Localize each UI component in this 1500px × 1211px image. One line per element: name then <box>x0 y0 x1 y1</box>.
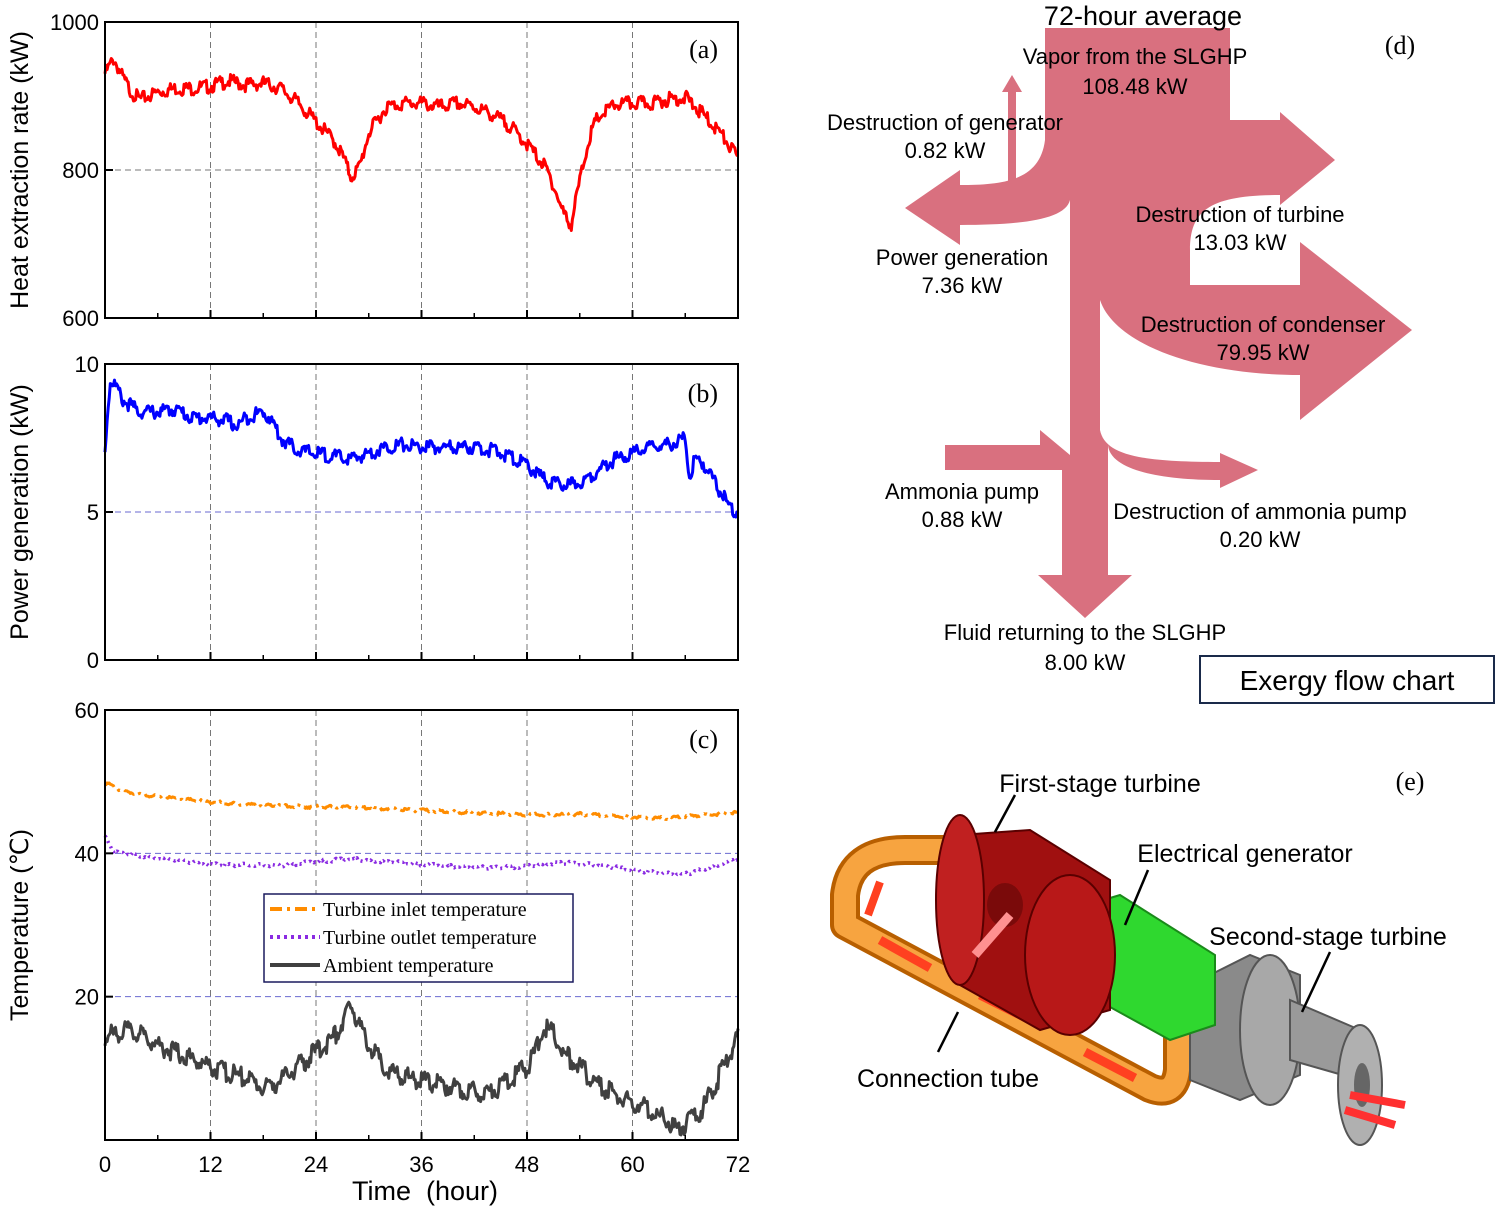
value-gen-destruction: 0.82 kW <box>905 138 986 163</box>
sankey-title: 72-hour average <box>1044 1 1242 31</box>
panel-c-legend: Turbine inlet temperature Turbine outlet… <box>264 894 573 982</box>
panel-b-grid <box>105 364 738 660</box>
x-tick-label: 12 <box>198 1152 222 1177</box>
legend-label-ambient: Ambient temperature <box>323 955 494 977</box>
x-tick-label: 36 <box>409 1152 433 1177</box>
label-returning: Fluid returning to the SLGHP <box>944 620 1226 645</box>
second-stage-turbine <box>1190 955 1405 1145</box>
label-pump-destruction: Destruction of ammonia pump <box>1113 499 1406 524</box>
leader-first-stage <box>995 795 1015 832</box>
panel-b-power-generation: 0 5 10 (b) Power generation (kW) <box>6 352 738 673</box>
label-power: Power generation <box>876 245 1048 270</box>
label-condenser-destruction: Destruction of condenser <box>1141 312 1386 337</box>
y-tick-label: 600 <box>62 306 99 331</box>
label-pump-in: Ammonia pump <box>885 479 1039 504</box>
panel-a-heat-extraction: 600 800 1000 (a) Heat extraction rate (kW) <box>6 10 738 331</box>
x-tick-label: 48 <box>515 1152 539 1177</box>
caption-text: Exergy flow chart <box>1240 665 1455 696</box>
label-vapor: Vapor from the SLGHP <box>1023 44 1248 69</box>
label-second-stage: Second-stage turbine <box>1209 923 1447 951</box>
panel-b-ylabel: Power generation (kW) <box>6 384 34 640</box>
value-pump-destruction: 0.20 kW <box>1220 527 1301 552</box>
legend-label-outlet: Turbine outlet temperature <box>323 927 537 949</box>
y-tick-label: 20 <box>75 985 99 1010</box>
y-tick-label: 60 <box>75 698 99 723</box>
x-tick-label: 60 <box>620 1152 644 1177</box>
value-returning: 8.00 kW <box>1045 650 1126 675</box>
label-tube: Connection tube <box>857 1065 1039 1093</box>
label-gen-destruction: Destruction of generator <box>827 110 1063 135</box>
y-tick-label: 10 <box>75 352 99 377</box>
value-pump-in: 0.88 kW <box>922 507 1003 532</box>
y-tick-label: 5 <box>87 500 99 525</box>
x-tick-label: 72 <box>726 1152 750 1177</box>
label-generator: Electrical generator <box>1137 840 1352 868</box>
turbine-panel-label: (e) <box>1396 767 1425 796</box>
label-turbine-destruction: Destruction of turbine <box>1135 202 1344 227</box>
leader-second-stage <box>1302 952 1330 1012</box>
value-vapor: 108.48 kW <box>1082 74 1187 99</box>
value-power: 7.36 kW <box>922 273 1003 298</box>
y-tick-label: 0 <box>87 648 99 673</box>
panel-a-label: (a) <box>689 35 718 64</box>
panel-e-turbine-illustration: (e) <box>845 767 1447 1145</box>
panel-d-exergy-sankey: 72-hour average (d) Vapor from the SLGHP… <box>827 1 1494 703</box>
y-tick-label: 40 <box>75 841 99 866</box>
x-tick-label: 24 <box>304 1152 328 1177</box>
value-turbine-destruction: 13.03 kW <box>1194 230 1287 255</box>
panel-b-label: (b) <box>688 379 718 408</box>
legend-label-inlet: Turbine inlet temperature <box>323 899 527 921</box>
leader-tube <box>938 1012 958 1052</box>
y-tick-label: 800 <box>62 158 99 183</box>
panel-a-ylabel: Heat extraction rate (kW) <box>6 31 34 309</box>
y-tick-label: 1000 <box>50 10 99 35</box>
label-first-stage: First-stage turbine <box>999 770 1200 798</box>
x-tick-label: 0 <box>99 1152 111 1177</box>
sankey-panel-label: (d) <box>1385 31 1415 60</box>
panel-c-ylabel: Temperature (℃) <box>6 829 34 1021</box>
value-condenser-destruction: 79.95 kW <box>1217 340 1310 365</box>
panel-c-label: (c) <box>689 725 718 754</box>
panel-a-grid <box>105 22 738 318</box>
panel-c-xlabel: Time (hour) <box>352 1176 498 1206</box>
figure: 6008001000 (a) Heat extraction rate (kW)… <box>0 0 1500 1211</box>
